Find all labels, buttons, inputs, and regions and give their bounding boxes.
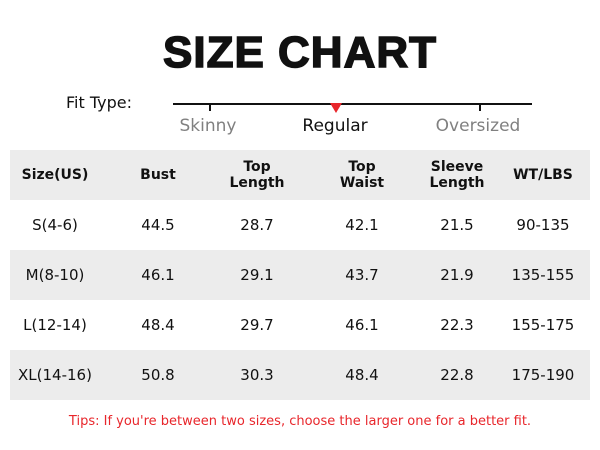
table-cell: XL(14-16) [18,366,92,384]
fit-option-regular: Regular [302,116,368,136]
table-cell: 135-155 [511,266,575,284]
size-table: Size(US) Bust Top Length Top Waist Sleeve Lengt… [10,150,590,400]
table-cell: 44.5 [141,216,175,234]
column-header-text: Bust [140,167,176,183]
column-header: Top Waist [340,150,384,200]
column-header-text: Size(US) [21,167,89,183]
table-cell: 29.1 [240,266,274,284]
fit-scale-line [173,103,532,105]
table-cell: 48.4 [345,366,379,384]
table-cell: 22.3 [440,316,474,334]
table-cell: 21.5 [440,216,474,234]
table-cell: 22.8 [440,366,474,384]
fit-tick-skinny [209,103,211,111]
column-header-text: Top [243,159,271,175]
column-header-text: Length [229,175,285,191]
column-header: Size(US) [22,150,89,200]
table-cell: 21.9 [440,266,474,284]
table-cell: 50.8 [141,366,175,384]
column-header-text: Length [429,175,485,191]
table-cell: 155-175 [511,316,575,334]
table-cell: 46.1 [141,266,175,284]
fit-option-skinny: Skinny [179,116,237,136]
table-cell: 90-135 [516,216,570,234]
table-cell: S(4-6) [32,216,78,234]
column-header: Sleeve Length [429,150,484,200]
table-cell: 175-190 [511,366,575,384]
fit-type-label: Fit Type: [66,93,132,112]
fit-tick-oversized [479,103,481,111]
table-cell: 43.7 [345,266,379,284]
column-header-text: Top [348,159,376,175]
table-cell: 29.7 [240,316,274,334]
table-row: L(12-14) 48.4 29.7 46.1 22.3 155-175 [10,300,590,350]
table-cell: M(8-10) [25,266,85,284]
selected-fit-marker-icon [330,103,342,113]
table-cell: L(12-14) [23,316,87,334]
column-header: WT/LBS [513,150,573,200]
column-header: Bust [140,150,176,200]
column-header-text: WT/LBS [513,167,573,183]
table-header: Size(US) Bust Top Length Top Waist Sleeve Lengt… [10,150,590,200]
table-row: M(8-10) 46.1 29.1 43.7 21.9 135-155 [10,250,590,300]
table-cell: 30.3 [240,366,274,384]
column-header-text: Waist [339,175,385,191]
column-header-text: Sleeve [430,159,484,175]
table-row: S(4-6) 44.5 28.7 42.1 21.5 90-135 [10,200,590,250]
tips-text: Tips: If you're between two sizes, choos… [68,414,532,429]
table-cell: 28.7 [240,216,274,234]
column-header: Top Length [229,150,284,200]
table-cell: 42.1 [345,216,379,234]
page-title: SIZE CHART [162,27,437,78]
table-cell: 46.1 [345,316,379,334]
table-row: XL(14-16) 50.8 30.3 48.4 22.8 175-190 [10,350,590,400]
fit-option-oversized: Oversized [435,116,521,136]
table-cell: 48.4 [141,316,175,334]
